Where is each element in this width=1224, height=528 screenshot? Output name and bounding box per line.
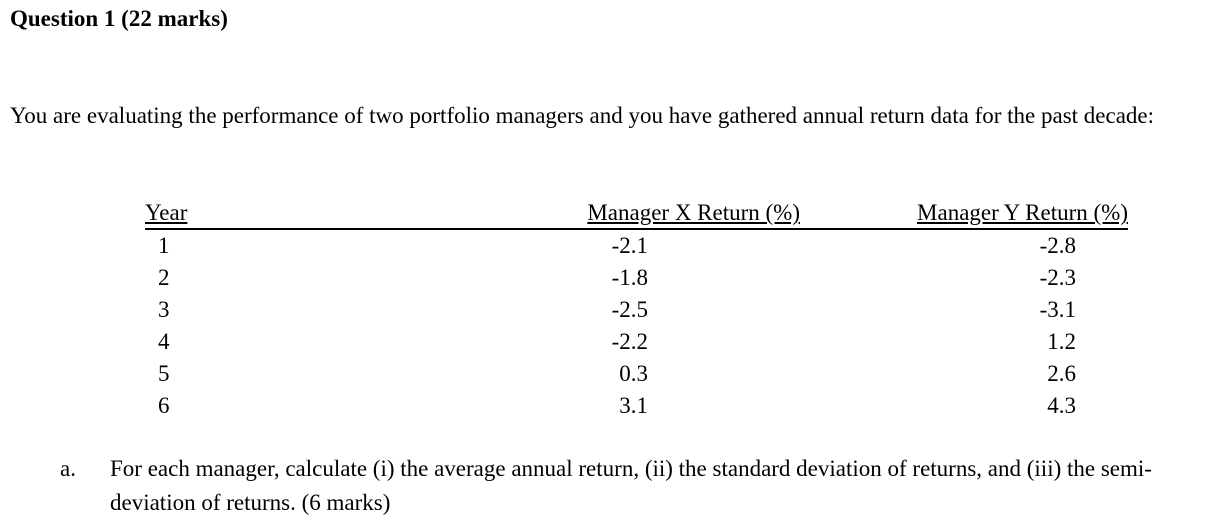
manager-x-return-cell: 3.1 <box>619 393 648 418</box>
question-title: Question 1 (22 marks) <box>10 6 228 31</box>
manager-x-return-cell: -1.8 <box>611 265 648 290</box>
year-cell: 1 <box>158 233 170 258</box>
manager-x-return-cell: -2.5 <box>611 297 648 322</box>
year-column-header: Year <box>145 198 460 230</box>
manager-x-return-cell: -2.2 <box>611 329 648 354</box>
year-cell: 4 <box>158 329 170 354</box>
question-part-a: a. For each manager, calculate (i) the a… <box>60 452 1210 520</box>
table-row: 4 -2.2 1.2 <box>145 326 1128 358</box>
part-a-text: For each manager, calculate (i) the aver… <box>110 456 1152 515</box>
manager-x-return-cell: 0.3 <box>619 361 648 386</box>
question-intro-paragraph: You are evaluating the performance of tw… <box>10 103 1155 128</box>
part-a-label: a. <box>60 456 76 481</box>
manager-x-column-header: Manager X Return (%) <box>460 198 800 230</box>
year-cell: 5 <box>158 361 170 386</box>
table-row: 2 -1.8 -2.3 <box>145 262 1128 294</box>
manager-y-column-header: Manager Y Return (%) <box>800 198 1128 230</box>
returns-table: Year Manager X Return (%) Manager Y Retu… <box>145 198 1128 422</box>
table-row: 3 -2.5 -3.1 <box>145 294 1128 326</box>
manager-y-return-cell: -2.8 <box>1039 233 1076 258</box>
year-cell: 3 <box>158 297 170 322</box>
manager-x-return-cell: -2.1 <box>611 233 648 258</box>
manager-y-return-cell: -2.3 <box>1039 265 1076 290</box>
manager-y-return-cell: 1.2 <box>1047 329 1076 354</box>
table-row: 1 -2.1 -2.8 <box>145 229 1128 262</box>
manager-y-return-cell: -3.1 <box>1039 297 1076 322</box>
manager-y-header-label: Manager Y Return (%) <box>917 200 1128 225</box>
year-cell: 2 <box>158 265 170 290</box>
manager-y-return-cell: 2.6 <box>1047 361 1076 386</box>
table-row: 6 3.1 4.3 <box>145 390 1128 422</box>
year-header-label: Year <box>145 200 188 225</box>
year-cell: 6 <box>158 393 170 418</box>
manager-y-return-cell: 4.3 <box>1047 393 1076 418</box>
table-header-row: Year Manager X Return (%) Manager Y Retu… <box>145 198 1128 230</box>
table-row: 5 0.3 2.6 <box>145 358 1128 390</box>
manager-x-header-label: Manager X Return (%) <box>587 200 800 225</box>
